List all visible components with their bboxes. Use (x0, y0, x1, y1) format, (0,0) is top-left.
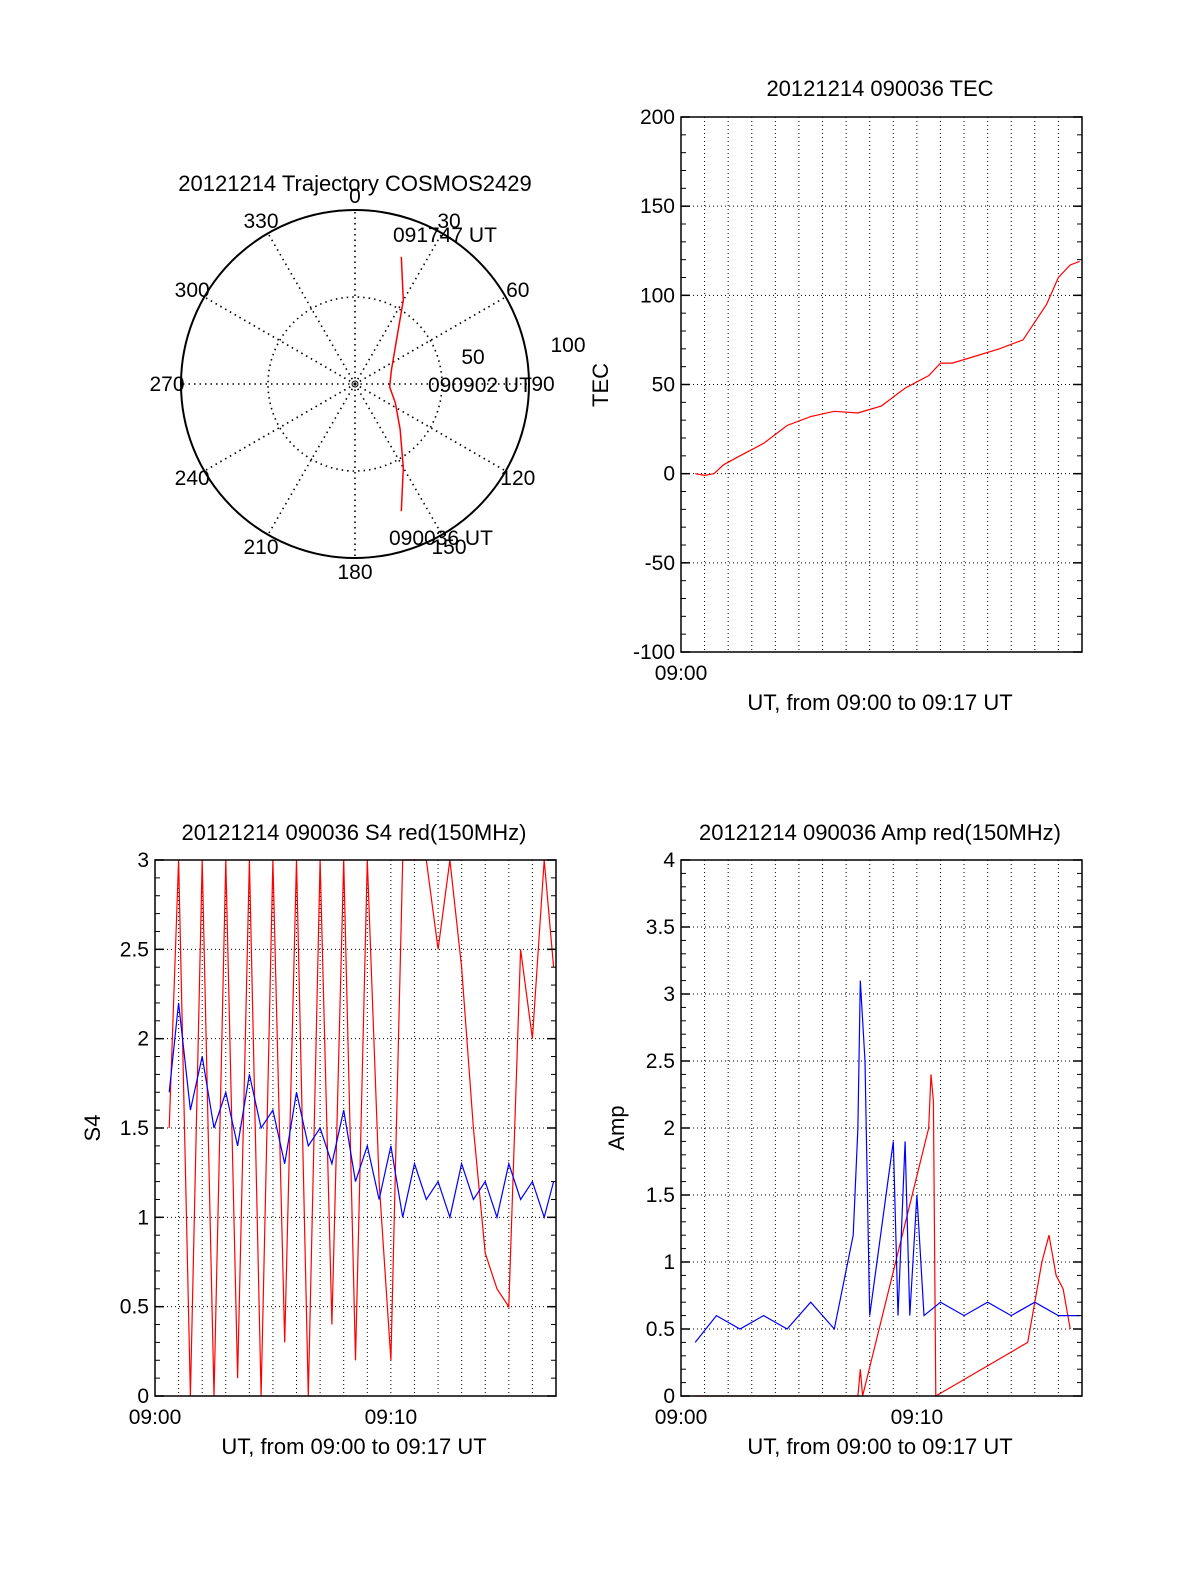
y-tick-label: 2.5 (646, 1050, 675, 1073)
polar-grid-spoke (267, 383, 356, 536)
chart-title: 20121214 Trajectory COSMOS2429 (178, 171, 531, 196)
polar-grid-spoke (354, 296, 507, 385)
polar-grid-spoke (354, 383, 507, 472)
y-tick-label: 2 (663, 1117, 675, 1140)
polar-angle-label: 120 (500, 467, 535, 490)
trajectory-end-label: 091747 UT (393, 224, 497, 247)
polar-radius-label: 50 (461, 346, 484, 369)
y-tick-label: 200 (640, 106, 675, 129)
y-tick-label: 1 (137, 1206, 149, 1229)
polar-angle-label: 330 (243, 210, 278, 233)
y-axis-label: TEC (588, 363, 613, 407)
x-tick-label: 09:10 (365, 1406, 418, 1429)
polar-grid-spoke (354, 232, 443, 385)
tec-chart: 20121214 090036 TEC UT, from 09:00 to 09… (588, 76, 1083, 715)
polar-outer-circle (180, 209, 530, 559)
polar-grid-spoke (267, 232, 356, 385)
s4-chart: 20121214 090036 S4 red(150MHz) UT, from … (80, 820, 557, 1459)
polar-grid-spoke (354, 383, 443, 536)
trajectory-mid-label: 090902 UT (428, 374, 532, 397)
trajectory-start-label: 090036 UT (389, 527, 493, 550)
polar-angle-label: 60 (506, 279, 529, 302)
x-tick-label: 09:00 (129, 1406, 182, 1429)
y-tick-label: 2.5 (120, 938, 149, 961)
polar-grid-spoke (203, 383, 356, 472)
polar-radius-label: 100 (550, 334, 585, 357)
y-tick-label: 50 (652, 374, 675, 397)
chart-title: 20121214 090036 S4 red(150MHz) (182, 820, 527, 845)
y-tick-label: 0 (663, 463, 675, 486)
polar-angle-label: 270 (149, 373, 184, 396)
amp-chart: 20121214 090036 Amp red(150MHz) UT, from… (604, 820, 1083, 1459)
y-tick-label: 0 (137, 1385, 149, 1408)
x-tick-label: 09:00 (655, 662, 708, 685)
polar-angle-label: 240 (175, 467, 210, 490)
y-axis-label: S4 (80, 1115, 105, 1142)
y-tick-label: 0 (663, 1385, 675, 1408)
trajectory-polar-chart: 20121214 Trajectory COSMOS2429 0 30 60 90 12… (149, 171, 585, 584)
series-line (168, 1002, 555, 1220)
x-axis-label: UT, from 09:00 to 09:17 UT (747, 690, 1012, 715)
y-tick-label: 0.5 (646, 1318, 675, 1341)
y-tick-label: 1.5 (646, 1184, 675, 1207)
polar-angle-label: 300 (175, 279, 210, 302)
trajectory-line (388, 256, 405, 512)
y-axis-label: Amp (604, 1105, 629, 1150)
y-tick-label: -50 (645, 552, 675, 575)
y-tick-label: 4 (663, 849, 675, 872)
polar-grid-spoke (203, 296, 356, 385)
polar-angle-label: 30 (437, 210, 460, 233)
polar-grid (181, 210, 529, 558)
y-tick-label: 2 (137, 1028, 149, 1051)
y-tick-label: 1.5 (120, 1117, 149, 1140)
series-line (694, 980, 1080, 1343)
polar-angle-label: 0 (349, 185, 361, 208)
polar-angle-label: 150 (431, 536, 466, 559)
x-axis-label: UT, from 09:00 to 09:17 UT (221, 1434, 486, 1459)
polar-angle-label: 210 (243, 536, 278, 559)
polar-grid-circle (267, 296, 443, 472)
y-tick-label: 150 (640, 195, 675, 218)
x-tick-label: 09:00 (655, 1406, 708, 1429)
y-tick-label: 0.5 (120, 1296, 149, 1319)
y-tick-label: 3.5 (646, 916, 675, 939)
y-tick-label: -100 (633, 641, 675, 664)
x-axis-label: UT, from 09:00 to 09:17 UT (747, 1434, 1012, 1459)
y-tick-label: 3 (137, 849, 149, 872)
x-tick-label: 09:10 (891, 1406, 944, 1429)
chart-title: 20121214 090036 TEC (766, 76, 993, 101)
y-tick-label: 3 (663, 983, 675, 1006)
polar-center-mark (351, 380, 359, 388)
series-line (695, 260, 1080, 477)
y-tick-label: 1 (663, 1251, 675, 1274)
polar-angle-label: 90 (531, 373, 554, 396)
chart-title: 20121214 090036 Amp red(150MHz) (699, 820, 1061, 845)
y-tick-label: 100 (640, 284, 675, 307)
polar-angle-labels: 0 30 60 90 120 150 180 210 240 270 300 330 (149, 185, 554, 584)
polar-angle-label: 180 (337, 561, 372, 584)
